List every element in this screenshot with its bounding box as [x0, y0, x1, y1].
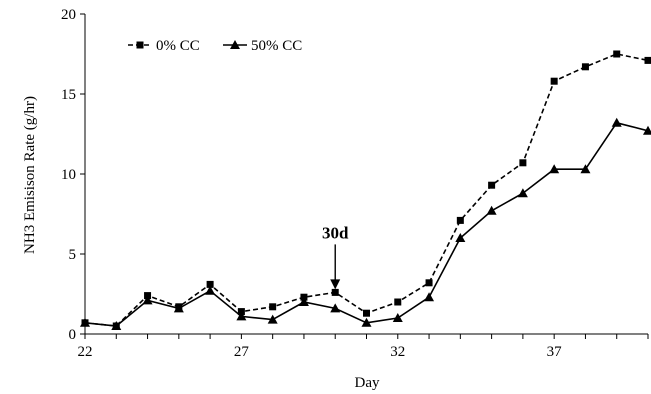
- annotation-arrow-head: [330, 279, 341, 290]
- data-point-series-1: [173, 303, 184, 313]
- data-point-series-0: [394, 298, 402, 306]
- data-point-series-1: [330, 303, 341, 313]
- x-axis-title: Day: [355, 375, 380, 391]
- data-point-series-1: [267, 314, 278, 324]
- data-point-series-1: [643, 125, 651, 135]
- legend-label-1: 50% CC: [251, 38, 302, 54]
- data-point-series-1: [392, 313, 403, 322]
- data-point-series-1: [580, 164, 591, 174]
- data-point-series-0: [206, 280, 214, 288]
- plot-area: 0 5 10 15 20 22 27 32 37: [61, 7, 651, 360]
- series-line-0: [84, 53, 649, 327]
- data-point-series-1: [236, 311, 247, 321]
- data-point-series-1: [517, 188, 528, 198]
- data-point-series-1: [611, 117, 622, 127]
- data-point-series-1: [486, 205, 497, 215]
- y-axis-title-group: NH3 Emisison Rate (g/hr): [22, 96, 38, 254]
- data-point-series-0: [331, 288, 339, 296]
- data-point-series-1: [361, 317, 372, 327]
- data-point-series-1: [111, 321, 122, 330]
- data-point-series-0: [519, 159, 527, 167]
- annotations: 30d: [322, 223, 349, 290]
- data-point-series-1: [549, 164, 560, 174]
- legend-marker-0: [136, 41, 144, 49]
- legend-label-0: 0% CC: [156, 38, 200, 54]
- data-point-series-0: [613, 50, 621, 58]
- series-line-1: [84, 121, 649, 327]
- annotation-label: 30d: [322, 223, 349, 242]
- legend-marker-1: [230, 40, 240, 49]
- y-axis-title: NH3 Emisison Rate (g/hr): [22, 96, 38, 254]
- data-point-series-0: [644, 56, 651, 64]
- x-tick-label: 27: [234, 344, 250, 360]
- data-point-series-1: [205, 285, 216, 295]
- y-tick-label: 10: [61, 167, 76, 183]
- data-point-series-0: [581, 63, 589, 71]
- data-point-series-1: [142, 295, 153, 305]
- x-tick-label: 22: [78, 344, 93, 360]
- y-tick-label: 15: [61, 87, 76, 103]
- data-point-series-1: [455, 233, 466, 242]
- data-point-series-0: [425, 279, 433, 287]
- data-point-series-1: [298, 297, 309, 306]
- data-point-series-0: [269, 303, 277, 311]
- legend: 0% CC 50% CC: [128, 38, 302, 54]
- data-point-series-0: [363, 309, 370, 317]
- data-point-series-1: [424, 292, 435, 302]
- data-point-series-0: [456, 216, 464, 224]
- data-point-series-0: [550, 77, 558, 85]
- y-tick-label: 20: [61, 7, 76, 23]
- x-tick-label: 37: [547, 344, 563, 360]
- y-tick-label: 0: [69, 327, 77, 343]
- y-tick-label: 5: [69, 247, 77, 263]
- data-point-series-1: [80, 317, 90, 327]
- x-tick-label: 32: [390, 344, 405, 360]
- data-point-series-0: [488, 181, 496, 189]
